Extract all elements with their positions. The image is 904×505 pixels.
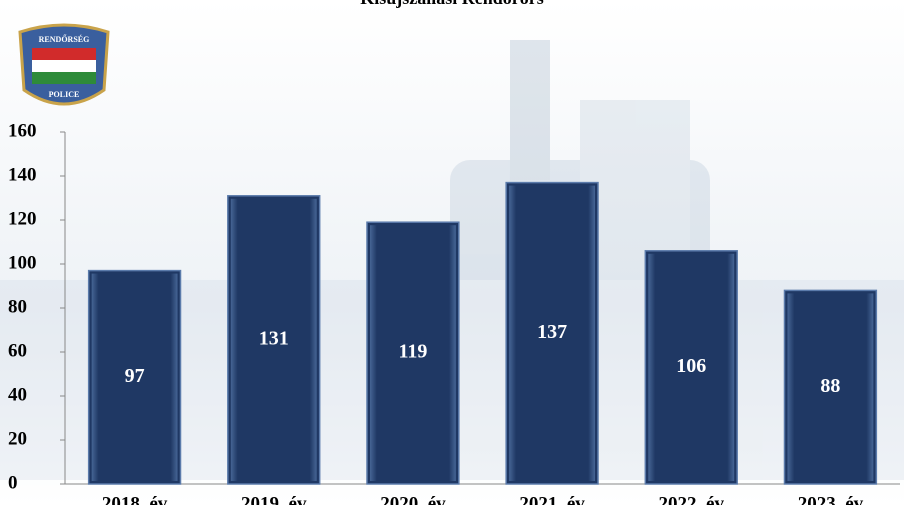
x-tick-label: 2019. év bbox=[241, 493, 307, 505]
value-label: 106 bbox=[676, 355, 706, 377]
chart-title: Kisújszállási Rendőrőrs bbox=[360, 0, 544, 8]
value-label: 131 bbox=[259, 327, 289, 349]
y-tick-label: 40 bbox=[8, 384, 27, 405]
y-tick-label: 100 bbox=[8, 252, 37, 273]
y-tick-label: 60 bbox=[8, 340, 27, 361]
x-tick-label: 2018. év bbox=[102, 493, 168, 505]
y-tick-label: 120 bbox=[8, 208, 37, 229]
x-tick-label: 2020. év bbox=[380, 493, 446, 505]
bar-bevel bbox=[648, 253, 735, 481]
y-tick-label: 20 bbox=[8, 428, 27, 449]
bar-bevel bbox=[787, 293, 874, 481]
bar-bevel bbox=[369, 225, 456, 481]
value-label: 119 bbox=[398, 341, 427, 363]
y-tick-label: 0 bbox=[8, 472, 18, 493]
y-tick-label: 160 bbox=[8, 120, 37, 141]
bar-bevel bbox=[91, 273, 178, 481]
bar-bevel bbox=[230, 198, 317, 482]
logo-bottom-text: POLICE bbox=[49, 90, 80, 99]
police-logo: RENDŐRSÉG POLICE bbox=[18, 23, 110, 106]
x-tick-label: 2022. év bbox=[659, 493, 725, 505]
value-label: 88 bbox=[820, 375, 840, 397]
x-tick-label: 2023. év bbox=[798, 493, 864, 505]
y-tick-label: 140 bbox=[8, 164, 37, 185]
value-label: 137 bbox=[537, 321, 567, 343]
logo-top-text: RENDŐRSÉG bbox=[39, 34, 90, 44]
y-tick-label: 80 bbox=[8, 296, 27, 317]
value-label: 97 bbox=[125, 365, 145, 387]
x-tick-label: 2021. év bbox=[519, 493, 585, 505]
bar-bevel bbox=[509, 185, 596, 481]
